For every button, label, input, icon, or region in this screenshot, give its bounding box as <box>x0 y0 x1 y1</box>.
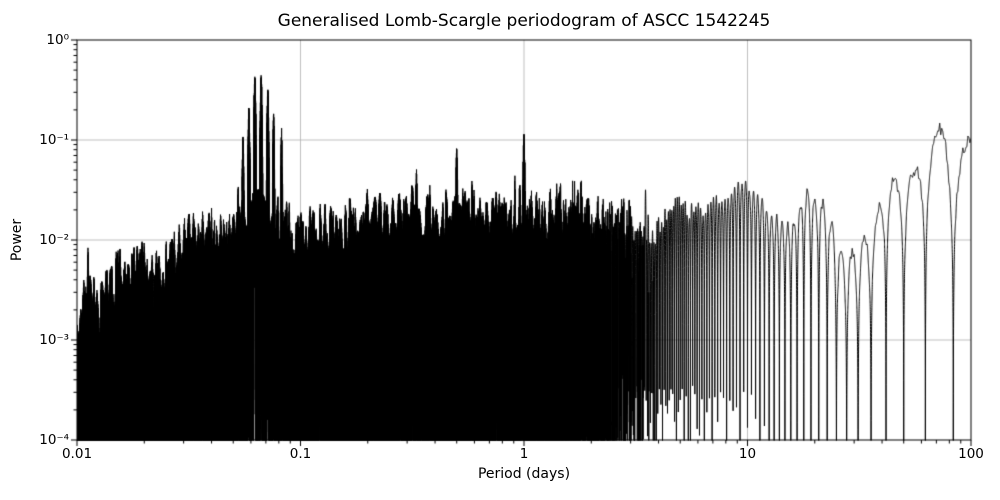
y-tick-label-10⁻¹: 10⁻¹ <box>39 132 69 148</box>
x-tick-label-10: 10 <box>738 446 757 462</box>
chart-title: Generalised Lomb-Scargle periodogram of … <box>277 11 771 31</box>
y-tick-label-10⁰: 10⁰ <box>46 32 69 48</box>
x-tick-label-0.1: 0.1 <box>289 446 312 462</box>
x-axis-label: Period (days) <box>477 466 571 482</box>
y-tick-label-10⁻⁴: 10⁻⁴ <box>39 432 69 448</box>
x-tick-label-1: 1 <box>519 446 529 462</box>
y-tick-label-10⁻³: 10⁻³ <box>39 332 69 348</box>
x-tick-label-100: 100 <box>958 446 984 462</box>
x-tick-label-0.01: 0.01 <box>61 446 93 462</box>
y-tick-label-10⁻²: 10⁻² <box>39 232 69 248</box>
